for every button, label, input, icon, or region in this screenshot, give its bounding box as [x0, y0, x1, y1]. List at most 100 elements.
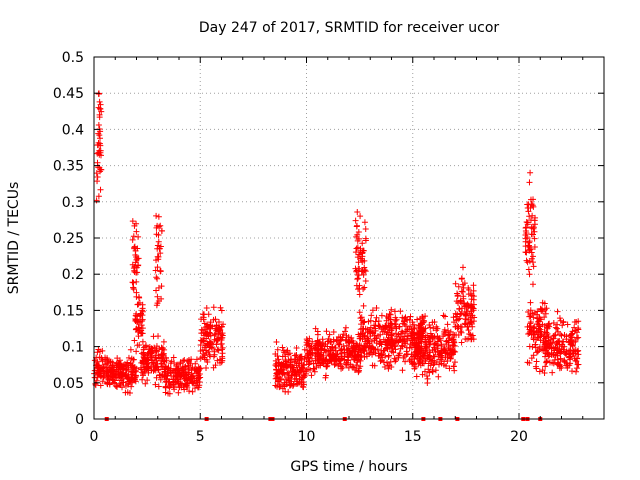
data-point [360, 333, 367, 340]
data-point [200, 327, 207, 334]
data-point [160, 338, 167, 345]
data-point [287, 374, 294, 381]
data-point [406, 326, 413, 333]
data-point [371, 362, 378, 369]
data-point [335, 341, 342, 348]
data-point [553, 349, 560, 356]
data-point [555, 328, 562, 335]
data-point [470, 336, 477, 343]
data-point [431, 319, 438, 326]
data-point [419, 356, 426, 363]
data-point [470, 287, 477, 294]
data-point [544, 357, 551, 364]
data-point [531, 228, 538, 235]
data-point [364, 329, 371, 336]
data-point [213, 341, 220, 348]
data-point [451, 359, 458, 366]
data-point [173, 361, 180, 368]
data-point [527, 169, 534, 176]
data-point [362, 268, 369, 275]
data-point [560, 338, 567, 345]
data-point [207, 332, 214, 339]
data-point [458, 288, 465, 295]
data-point [419, 371, 426, 378]
data-point [327, 345, 334, 352]
data-point [146, 344, 153, 351]
data-point [554, 338, 561, 345]
data-point [523, 249, 530, 256]
data-point [433, 323, 440, 330]
data-point [392, 337, 399, 344]
data-point [138, 311, 145, 318]
data-point [575, 326, 582, 333]
data-point [204, 340, 211, 347]
data-point [351, 353, 358, 360]
data-point [279, 344, 286, 351]
y-tick-label: 0.3 [62, 195, 84, 211]
data-point [534, 348, 541, 355]
data-point [95, 193, 102, 200]
data-point [452, 324, 459, 331]
data-point [95, 104, 102, 111]
data-point [331, 361, 338, 368]
data-point [462, 316, 469, 323]
data-point [97, 105, 104, 112]
data-point [142, 380, 149, 387]
x-tick-label: 20 [510, 429, 528, 445]
data-point [453, 331, 460, 338]
data-point [135, 262, 142, 269]
data-point [528, 355, 535, 362]
data-point [569, 368, 576, 375]
data-point [314, 328, 321, 335]
data-point [362, 278, 369, 285]
data-point [539, 306, 546, 313]
data-point [129, 369, 136, 376]
data-point [118, 377, 125, 384]
data-point [443, 338, 450, 345]
data-point [272, 350, 279, 357]
data-point [458, 310, 465, 317]
data-point [129, 379, 136, 386]
data-point [525, 208, 532, 215]
data-point [197, 365, 204, 372]
data-point [357, 363, 364, 370]
data-point [204, 330, 211, 337]
data-point [376, 323, 383, 330]
data-point [542, 338, 549, 345]
data-point [157, 243, 164, 250]
data-point [544, 330, 551, 337]
chart-title: Day 247 of 2017, SRMTID for receiver uco… [199, 20, 500, 36]
data-point [214, 346, 221, 353]
data-point [162, 369, 169, 376]
data-point [92, 380, 99, 387]
data-point [556, 341, 563, 348]
data-point [154, 360, 161, 367]
data-point [373, 314, 380, 321]
data-point [181, 386, 188, 393]
data-point [201, 352, 208, 359]
data-point [163, 372, 170, 379]
data-point [419, 333, 426, 340]
data-point [380, 326, 387, 333]
data-point [552, 324, 559, 331]
data-point [124, 389, 131, 396]
data-point [574, 348, 581, 355]
data-point [402, 358, 409, 365]
data-point [550, 319, 557, 326]
data-point [317, 351, 324, 358]
data-point [363, 343, 370, 350]
data-point [424, 380, 431, 387]
data-point [453, 317, 460, 324]
data-point [426, 369, 433, 376]
grid [94, 57, 604, 419]
data-point [186, 388, 193, 395]
data-point [96, 132, 103, 139]
data-point [563, 333, 570, 340]
data-point [114, 355, 121, 362]
data-point [470, 296, 477, 303]
data-point [115, 371, 122, 378]
data-point [214, 337, 221, 344]
data-point [570, 339, 577, 346]
data-point [534, 320, 541, 327]
data-point [525, 309, 532, 316]
